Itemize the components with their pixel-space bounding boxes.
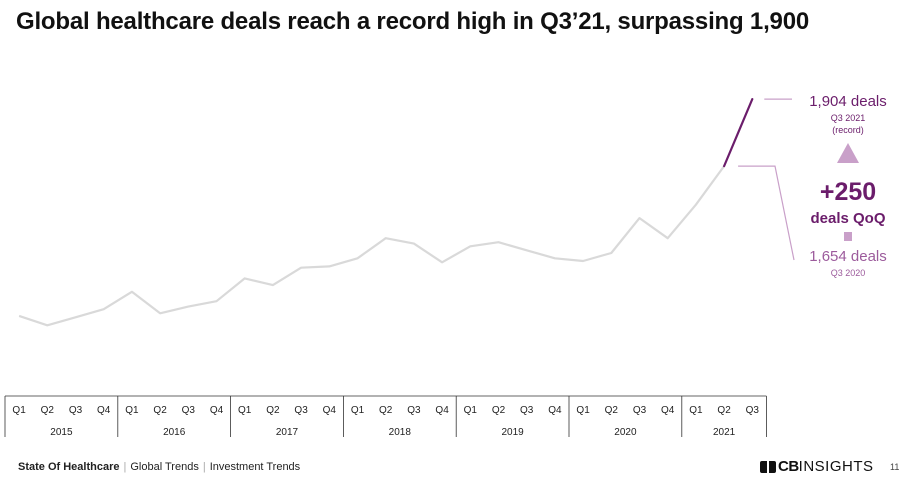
x-tick-label: Q3 <box>182 405 196 416</box>
logo-insights-text: INSIGHTS <box>798 458 874 475</box>
x-tick-label: Q3 <box>294 405 308 416</box>
x-year-label: 2016 <box>163 427 186 438</box>
x-tick-label: Q3 <box>633 405 647 416</box>
series-line <box>18 165 725 327</box>
page-title: Global healthcare deals reach a record h… <box>16 8 809 35</box>
annotation-bottom-period: Q3 2020 <box>831 268 866 278</box>
x-tick-label: Q1 <box>689 405 703 416</box>
footer-crumb-global-trends[interactable]: Global Trends <box>130 461 199 473</box>
footer-section[interactable]: State Of Healthcare <box>18 461 120 473</box>
x-year-label: 2018 <box>389 427 412 438</box>
x-tick-label: Q3 <box>407 405 421 416</box>
x-tick-label: Q1 <box>351 405 365 416</box>
x-tick-label: Q4 <box>323 405 337 416</box>
annotation-change-label: deals QoQ <box>810 210 885 227</box>
x-tick-label: Q1 <box>12 405 26 416</box>
x-tick-label: Q3 <box>69 405 83 416</box>
x-tick-label: Q4 <box>661 405 675 416</box>
footer: State Of Healthcare | Global Trends | Invest… <box>18 461 300 473</box>
logo-cb-text: CB <box>778 458 799 475</box>
x-tick-label: Q2 <box>379 405 393 416</box>
cb-insights-logo: CB INSIGHTS <box>760 458 874 475</box>
cb-logo-icon <box>760 460 776 473</box>
x-tick-label: Q3 <box>520 405 534 416</box>
x-year-label: 2017 <box>276 427 299 438</box>
x-tick-label: Q1 <box>464 405 478 416</box>
x-tick-label: Q2 <box>41 405 55 416</box>
x-year-label: 2015 <box>50 427 73 438</box>
annotation-top-period: Q3 2021 <box>831 113 866 123</box>
x-tick-label: Q2 <box>153 405 167 416</box>
x-tick-label: Q3 <box>746 405 760 416</box>
x-year-label: 2021 <box>713 427 736 438</box>
footer-separator: | <box>123 461 127 473</box>
footer-crumb-investment-trends[interactable]: Investment Trends <box>209 461 301 473</box>
x-tick-label: Q2 <box>266 405 280 416</box>
annotation-change-value: +250 <box>820 178 876 206</box>
x-tick-label: Q4 <box>435 405 449 416</box>
page-number: 11 <box>890 462 900 472</box>
arrow-up-icon <box>837 143 859 163</box>
x-tick-label: Q4 <box>548 405 562 416</box>
x-tick-label: Q2 <box>605 405 619 416</box>
x-tick-label: Q1 <box>576 405 590 416</box>
leader-line-bottom <box>738 165 795 261</box>
x-tick-label: Q4 <box>210 405 224 416</box>
x-year-label: 2019 <box>501 427 524 438</box>
x-tick-label: Q4 <box>97 405 111 416</box>
arrow-stem-icon <box>844 232 852 241</box>
x-tick-label: Q1 <box>238 405 252 416</box>
annotation-top-note: (record) <box>832 125 864 135</box>
x-year-label: 2020 <box>614 427 637 438</box>
x-tick-label: Q2 <box>492 405 506 416</box>
x-tick-label: Q2 <box>717 405 731 416</box>
annotation-top-value: 1,904 deals <box>809 93 887 110</box>
annotation-bottom-value: 1,654 deals <box>809 248 887 265</box>
highlight-segment <box>722 98 754 168</box>
footer-separator: | <box>202 461 206 473</box>
x-tick-label: Q1 <box>125 405 139 416</box>
